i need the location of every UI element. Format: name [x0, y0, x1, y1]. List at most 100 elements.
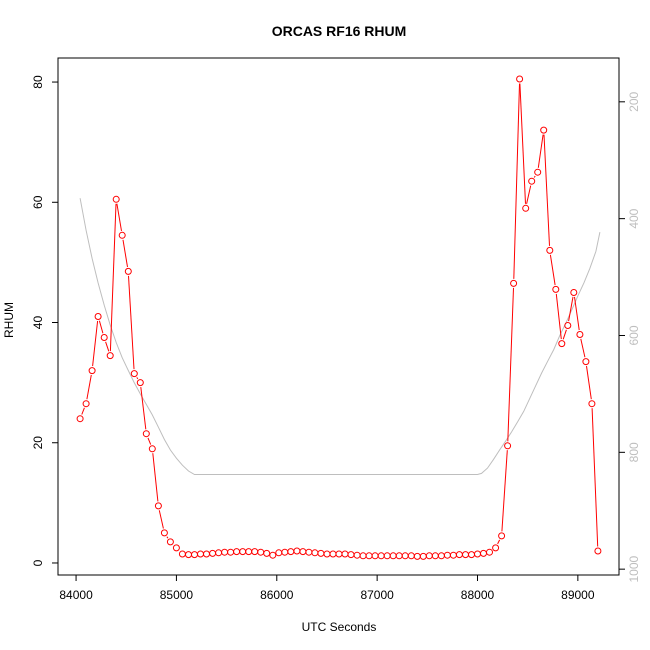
data-point [383, 552, 391, 560]
x-tick-label: 85000 [160, 588, 194, 602]
data-point [401, 552, 409, 560]
series-segment [586, 365, 592, 400]
data-point [148, 445, 156, 453]
data-point [347, 551, 355, 559]
secondary-series-line [79, 198, 601, 475]
data-point [335, 550, 343, 558]
series-segment [109, 203, 117, 352]
series-segment [543, 134, 550, 246]
x-tick-label: 88000 [461, 588, 495, 602]
data-point [136, 379, 144, 387]
x-tick-label: 86000 [260, 588, 294, 602]
y-axis: 0 20 40 60 80 [31, 75, 59, 566]
y-axis-label: RHUM [2, 302, 16, 338]
data-point [323, 550, 331, 558]
data-point [281, 548, 289, 556]
data-point [425, 552, 433, 560]
data-point [419, 552, 427, 560]
data-point [239, 548, 247, 556]
series-segment [555, 293, 562, 340]
data-point [359, 552, 367, 560]
series-segment [580, 338, 586, 358]
series-segment [140, 387, 147, 430]
data-point [293, 547, 301, 555]
right-tick-label: 800 [627, 442, 641, 462]
data-point [100, 334, 108, 341]
data-point [449, 551, 457, 559]
data-point [76, 415, 84, 423]
data-point [341, 550, 349, 558]
data-point [576, 331, 584, 338]
series-segment [526, 185, 532, 205]
data-point [221, 548, 229, 556]
data-point [474, 550, 481, 558]
data-point [233, 548, 241, 556]
data-point [124, 267, 132, 275]
data-point [365, 552, 373, 560]
data-point [154, 502, 162, 510]
series-segment [568, 296, 574, 322]
data-point [82, 400, 90, 408]
data-point [203, 550, 210, 558]
data-point [251, 548, 259, 556]
series-segment [136, 377, 139, 380]
series-segment [549, 254, 556, 286]
data-point [594, 547, 602, 555]
series-segment [574, 296, 580, 331]
data-point [534, 168, 542, 176]
series-segment [105, 341, 110, 352]
series-segment [116, 203, 122, 231]
data-point [275, 549, 283, 557]
data-point [455, 551, 463, 559]
right-tick-label: 600 [627, 325, 641, 345]
series-segment [152, 453, 159, 502]
series-segment [81, 407, 85, 415]
data-point [353, 551, 361, 559]
series-segment [86, 374, 92, 400]
series-segment [98, 320, 104, 334]
x-axis: 84000 85000 86000 87000 88000 89000 [59, 574, 595, 602]
data-point [389, 552, 397, 560]
data-point [191, 551, 198, 559]
right-tick-label: 200 [627, 91, 641, 111]
chart-title: ORCAS RF16 RHUM [272, 23, 407, 39]
data-point [516, 75, 524, 83]
x-tick-label: 84000 [59, 588, 93, 602]
y-tick-label: 80 [31, 75, 45, 89]
data-point [106, 352, 114, 360]
data-point [94, 313, 102, 320]
series-segment [501, 450, 508, 532]
data-point [377, 552, 385, 560]
data-point [552, 285, 560, 293]
series-segment [533, 175, 536, 178]
data-point [329, 550, 337, 558]
data-point [570, 289, 578, 296]
series-segment [122, 239, 128, 268]
series-segment [591, 408, 599, 547]
y-tick-label: 0 [31, 559, 45, 566]
x-tick-label: 87000 [360, 588, 394, 602]
data-point [558, 340, 566, 348]
data-point [112, 195, 120, 203]
data-point [498, 532, 506, 540]
x-axis-label: UTC Seconds [302, 620, 377, 634]
data-point [504, 442, 512, 450]
data-point [197, 550, 204, 558]
data-point [437, 552, 445, 560]
data-point [172, 544, 180, 552]
data-point [588, 400, 596, 408]
data-point [160, 529, 168, 537]
data-point [522, 204, 530, 212]
series-segment [507, 287, 514, 442]
y-tick-label: 40 [31, 316, 45, 330]
data-point [142, 430, 150, 438]
data-point [492, 544, 500, 552]
y-tick-label: 60 [31, 195, 45, 209]
data-point [118, 231, 126, 239]
series-segment [537, 134, 544, 168]
series-segment [147, 437, 152, 445]
right-tick-label: 400 [627, 208, 641, 228]
primary-series [76, 75, 602, 560]
data-point [227, 548, 235, 556]
